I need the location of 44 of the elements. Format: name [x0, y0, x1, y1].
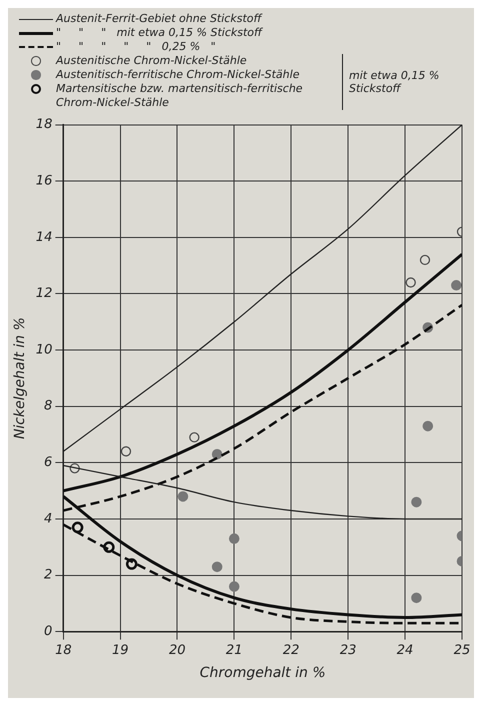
point — [411, 592, 422, 604]
point — [103, 541, 115, 553]
y-tick-label: 18 — [36, 117, 52, 132]
point — [126, 558, 138, 570]
legend-label: Martensitische bzw. martensitisch-ferritische Chrom-Nickel-Stähle — [56, 82, 304, 110]
legend-label: Austenitische Chrom-Nickel-Stähle — [56, 54, 247, 68]
y-tick-label: 16 — [36, 173, 52, 188]
point — [212, 562, 222, 572]
point — [70, 463, 80, 474]
point — [228, 533, 240, 544]
legend-label: " " " " " 0,25 % " — [56, 40, 216, 54]
y-tick-label: 14 — [36, 230, 52, 245]
x-tick-label: 25 — [454, 642, 470, 658]
x-tick-label: 24 — [396, 642, 414, 658]
x-tick-label: 22 — [282, 642, 300, 658]
y-tick-label: 2 — [44, 568, 52, 583]
point — [406, 277, 416, 288]
legend-label: Austenitisch-ferritische Chrom-Nickel-Stähle — [56, 68, 300, 82]
point — [228, 581, 240, 592]
x-tick-label: 20 — [168, 642, 186, 658]
x-axis-title: Chromgehalt in % — [200, 665, 326, 682]
y-tick-label: 12 — [36, 286, 52, 302]
point — [72, 522, 84, 534]
x-tick-label: 19 — [112, 642, 129, 658]
x-tick-label: 18 — [55, 642, 72, 658]
point — [422, 420, 434, 432]
legend-label: " " " mit etwa 0,15 % Stickstoff — [56, 26, 262, 40]
point — [420, 254, 430, 266]
point — [411, 496, 422, 508]
point — [451, 280, 462, 291]
y-tick-label: 4 — [44, 511, 52, 526]
point — [189, 432, 200, 442]
y-tick-label: 8 — [44, 398, 52, 414]
x-tick-label: 23 — [340, 642, 356, 658]
point — [212, 448, 222, 460]
y-tick-label: 6 — [44, 455, 52, 470]
point — [178, 491, 188, 502]
y-axis-title: Nickelgehalt in % — [12, 317, 28, 440]
y-tick-label: 0 — [44, 624, 52, 639]
text: mit etwa 0,15 % Stickstoff — [349, 69, 440, 95]
legend-label: Austenit-Ferrit-Gebiet ohne Stickstoff — [56, 12, 262, 26]
point — [120, 446, 132, 457]
y-tick-label: 10 — [36, 342, 52, 358]
x-tick-label: 21 — [226, 642, 242, 658]
